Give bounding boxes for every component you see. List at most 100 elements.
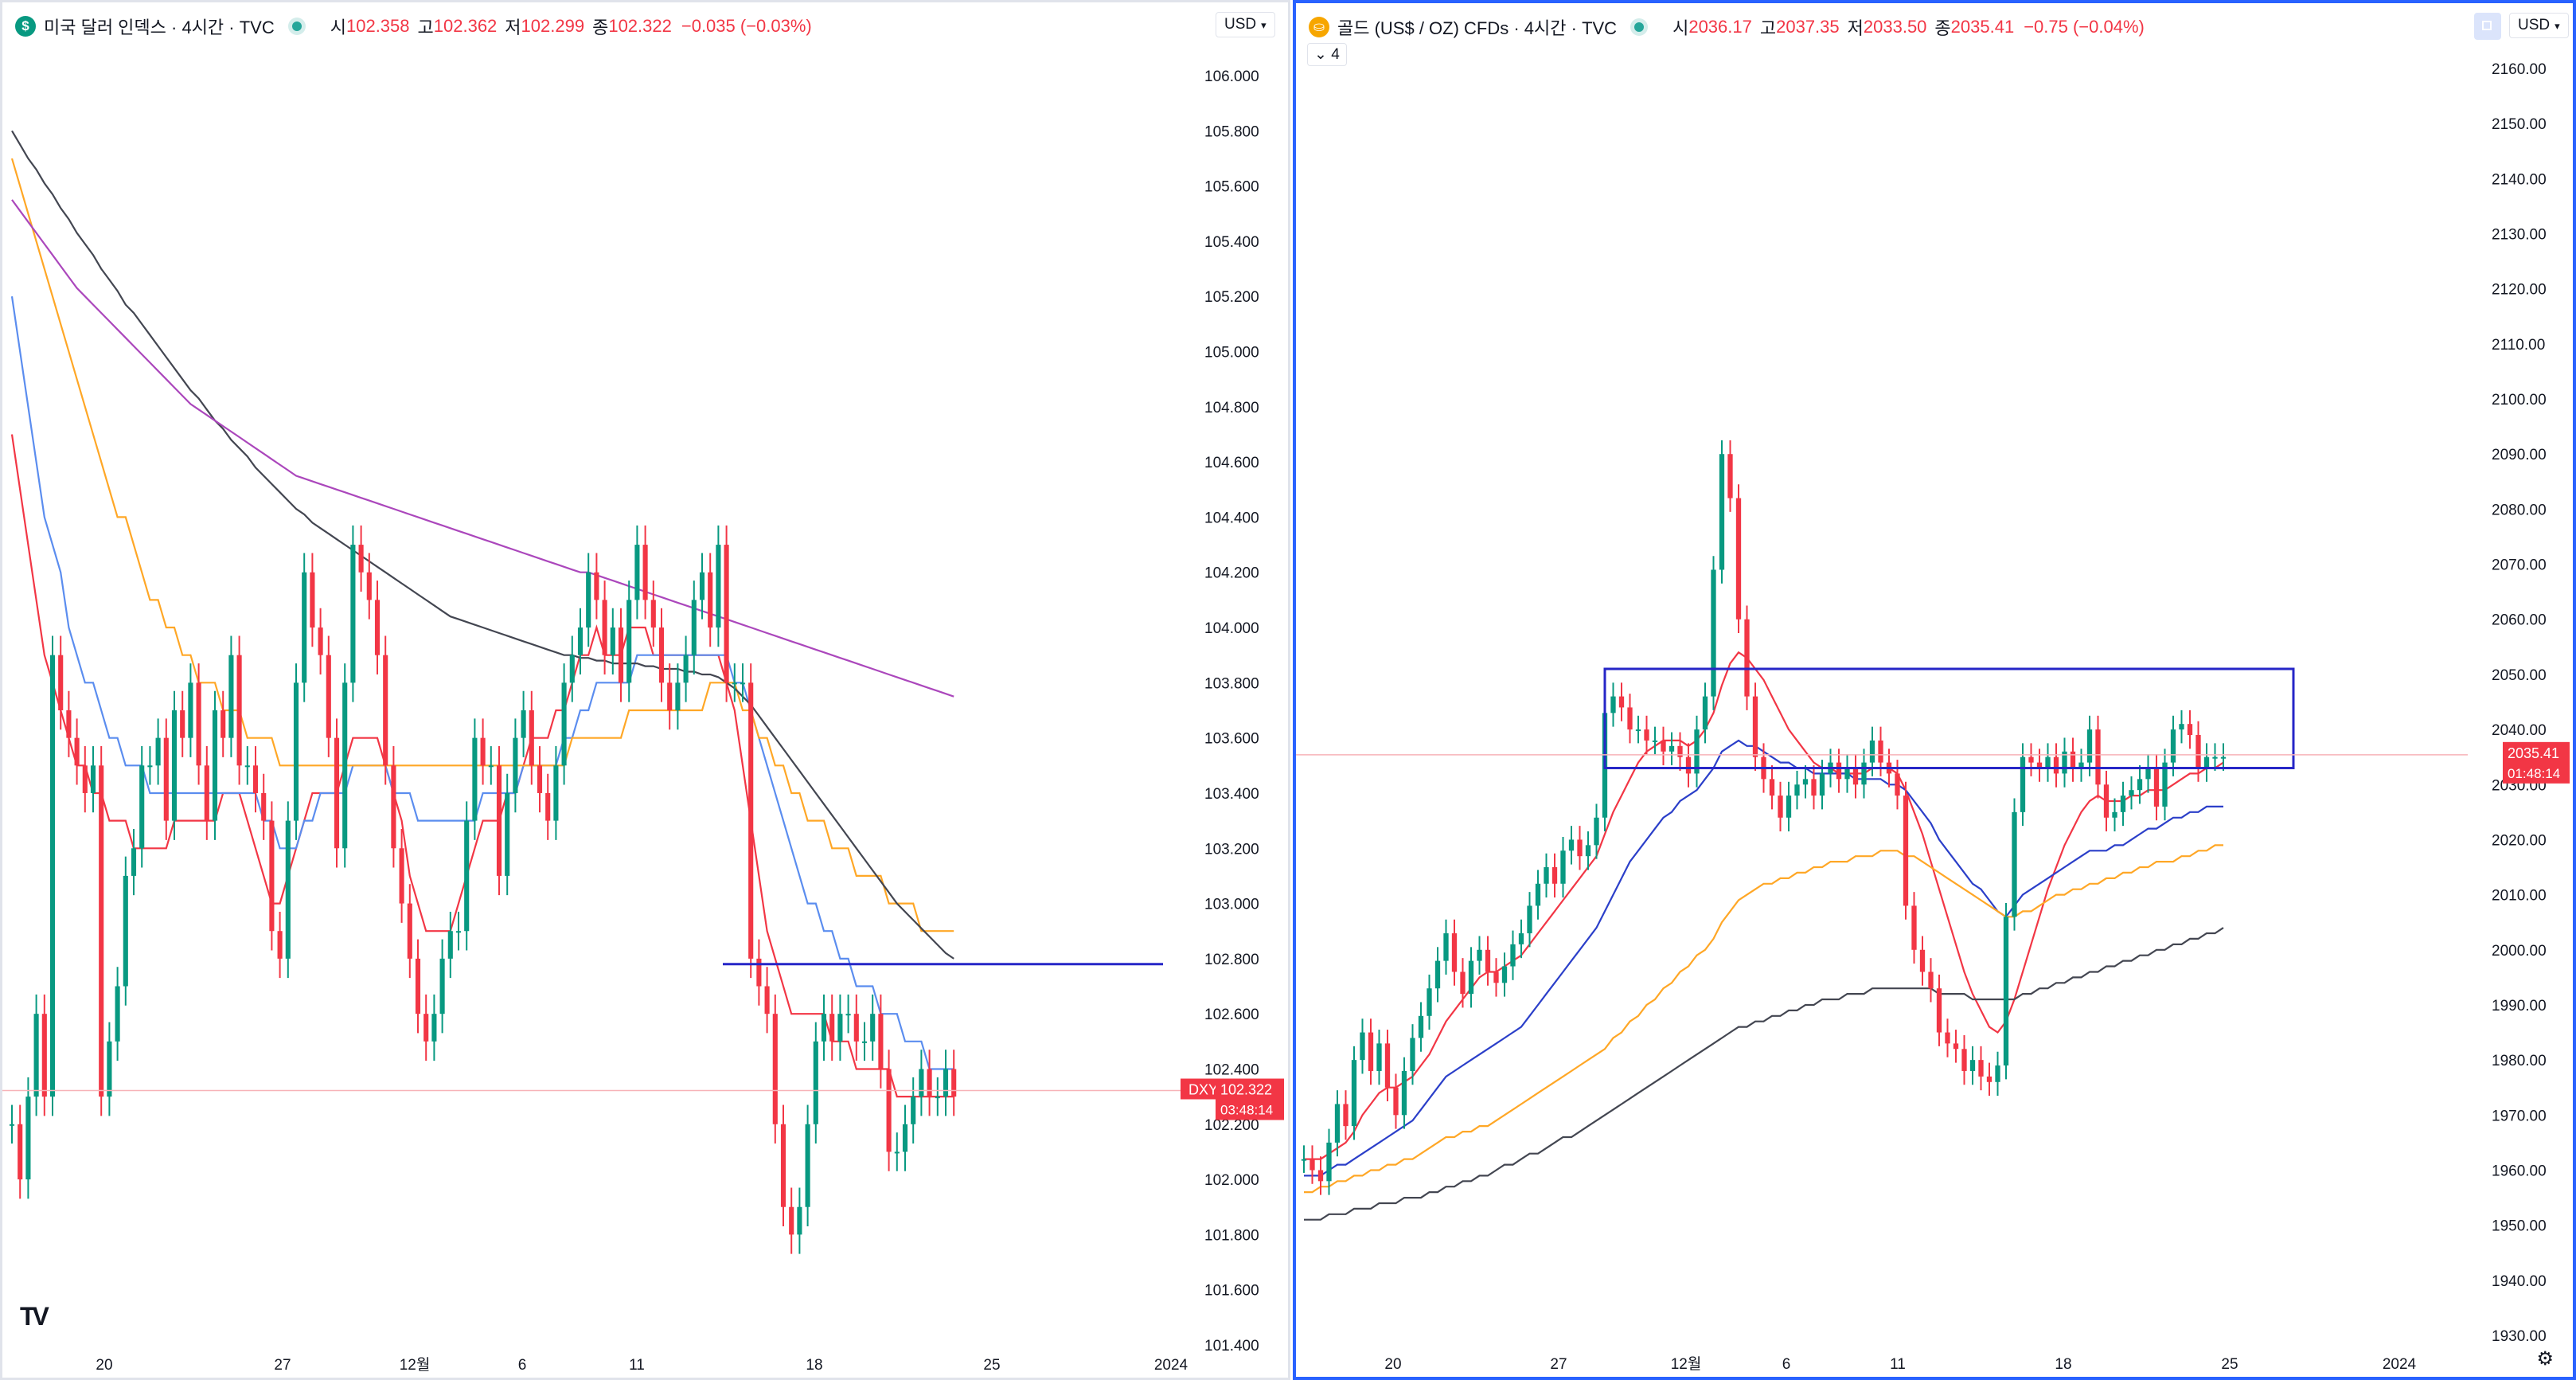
- y-tick-label: 103.600: [1204, 731, 1259, 748]
- candle-body: [1501, 966, 1508, 983]
- low-label: 저: [1847, 18, 1864, 38]
- candle-body: [1610, 696, 1616, 713]
- y-tick-label: 1960.00: [2492, 1163, 2547, 1179]
- currency-selector[interactable]: USD ▾: [1216, 12, 1275, 37]
- y-tick-label: 106.000: [1204, 68, 1259, 85]
- candle-body: [699, 572, 705, 600]
- candle-body: [1351, 1060, 1357, 1127]
- open-value: 2036.17: [1688, 17, 1752, 37]
- candle-body: [2028, 756, 2034, 763]
- candle-body: [1594, 817, 1599, 846]
- candle-body: [2103, 784, 2110, 818]
- candle-body: [861, 1041, 868, 1043]
- candle-body: [252, 765, 259, 793]
- candle-body: [911, 1097, 916, 1124]
- candle-body: [374, 600, 381, 655]
- close-label: 종: [592, 18, 609, 37]
- y-tick-label: 104.800: [1204, 400, 1259, 416]
- y-tick-label: 102.800: [1204, 952, 1259, 968]
- candle-body: [74, 737, 80, 766]
- candle-body: [1535, 883, 1541, 906]
- x-tick-label: 6: [1782, 1356, 1791, 1373]
- y-tick-label: 2060.00: [2492, 612, 2547, 629]
- y-tick-label: 105.400: [1204, 234, 1259, 251]
- candle-body: [366, 572, 372, 600]
- x-tick-label: 2024: [2383, 1356, 2417, 1373]
- y-tick-label: 2100.00: [2492, 392, 2547, 409]
- gold-chart-canvas[interactable]: 2160.00 2150.00 2140.00 2130.00 2120.00 2110.…: [1296, 3, 2573, 1377]
- candle-body: [545, 792, 551, 821]
- candle-body: [780, 1124, 786, 1207]
- tradingview-logo[interactable]: TV: [20, 1302, 49, 1331]
- low-value: 102.299: [521, 16, 585, 36]
- candle-body: [1744, 619, 1750, 697]
- x-tick-label: 18: [806, 1357, 822, 1374]
- market-status-icon[interactable]: [1634, 22, 1645, 32]
- y-tick-label: 103.400: [1204, 786, 1259, 803]
- candle-body: [2170, 729, 2176, 763]
- candle-body: [1802, 779, 1809, 785]
- candle-body: [350, 545, 356, 683]
- dxy-title[interactable]: 미국 달러 인덱스 · 4시간 · TVC: [44, 18, 275, 37]
- candle-body: [1560, 850, 1566, 884]
- candle-body: [1986, 1076, 1992, 1082]
- candle-body: [1652, 740, 1658, 742]
- candle-body: [805, 1124, 810, 1207]
- candle-body: [2203, 756, 2210, 768]
- candle-body: [1936, 988, 1942, 1033]
- currency-selector[interactable]: USD ▾: [2509, 13, 2569, 38]
- candle-body: [155, 737, 161, 766]
- y-tick-label: 102.200: [1204, 1117, 1259, 1134]
- candle-body: [1861, 762, 1867, 785]
- price-tag-countdown: 01:48:14: [2508, 766, 2560, 781]
- range-rectangle: [1603, 667, 2295, 770]
- candle-body: [1852, 768, 1859, 785]
- y-tick-label: 1970.00: [2492, 1108, 2547, 1124]
- candle-body: [1811, 779, 1817, 796]
- candle-body: [764, 986, 770, 1014]
- settings-gear-icon[interactable]: ⚙: [2536, 1348, 2554, 1370]
- moving-average-line: [10, 296, 954, 1070]
- dxy-chart-pane[interactable]: 106.000 105.800 105.600 105.400 105.200 105.0…: [0, 0, 1290, 1380]
- candle-body: [1694, 729, 1700, 774]
- candle-body: [2053, 756, 2059, 774]
- candle-body: [1711, 569, 1716, 697]
- candle-body: [894, 1151, 900, 1154]
- y-tick-label: 1990.00: [2492, 998, 2547, 1014]
- candle-body: [391, 765, 396, 849]
- dxy-chart-canvas[interactable]: 106.000 105.800 105.600 105.400 105.200 105.0…: [2, 2, 1288, 1378]
- candle-body: [821, 1014, 827, 1042]
- candle-body: [1376, 1043, 1382, 1071]
- gold-title[interactable]: 골드 (US$ / OZ) CFDs · 4시간 · TVC: [1337, 18, 1618, 38]
- candle-body: [1309, 1159, 1315, 1171]
- candle-body: [886, 1069, 892, 1152]
- candle-body: [310, 572, 315, 628]
- market-status-icon[interactable]: [291, 22, 302, 31]
- price-tag-countdown: 03:48:14: [1220, 1103, 1273, 1118]
- candle-body: [1911, 905, 1917, 950]
- candle-body: [1752, 696, 1758, 757]
- x-tick-label: 27: [1550, 1356, 1567, 1373]
- candle-body: [431, 1014, 437, 1042]
- candle-body: [1819, 773, 1825, 796]
- candle-body: [537, 765, 543, 793]
- candle-body: [228, 655, 234, 738]
- candle-body: [1669, 745, 1675, 752]
- y-tick-label: 2140.00: [2492, 171, 2547, 188]
- candle-body: [756, 958, 762, 987]
- maximize-icon[interactable]: [2474, 13, 2501, 40]
- candle-body: [1618, 696, 1625, 708]
- candle-body: [472, 737, 478, 821]
- candle-body: [163, 737, 169, 821]
- gold-chart-pane[interactable]: 2160.00 2150.00 2140.00 2130.00 2120.00 2110.…: [1293, 0, 2576, 1380]
- close-label: 종: [1934, 18, 1951, 38]
- candle-body: [1460, 971, 1466, 995]
- y-tick-label: 1940.00: [2492, 1273, 2547, 1290]
- indicators-toggle[interactable]: ⌄ 4: [1307, 43, 1347, 66]
- candle-body: [1945, 1032, 1950, 1044]
- candle-body: [813, 1041, 818, 1124]
- candle-body: [1510, 944, 1516, 967]
- candle-body: [41, 1014, 47, 1097]
- candle-body: [171, 710, 178, 821]
- y-tick-label: 2160.00: [2492, 61, 2547, 78]
